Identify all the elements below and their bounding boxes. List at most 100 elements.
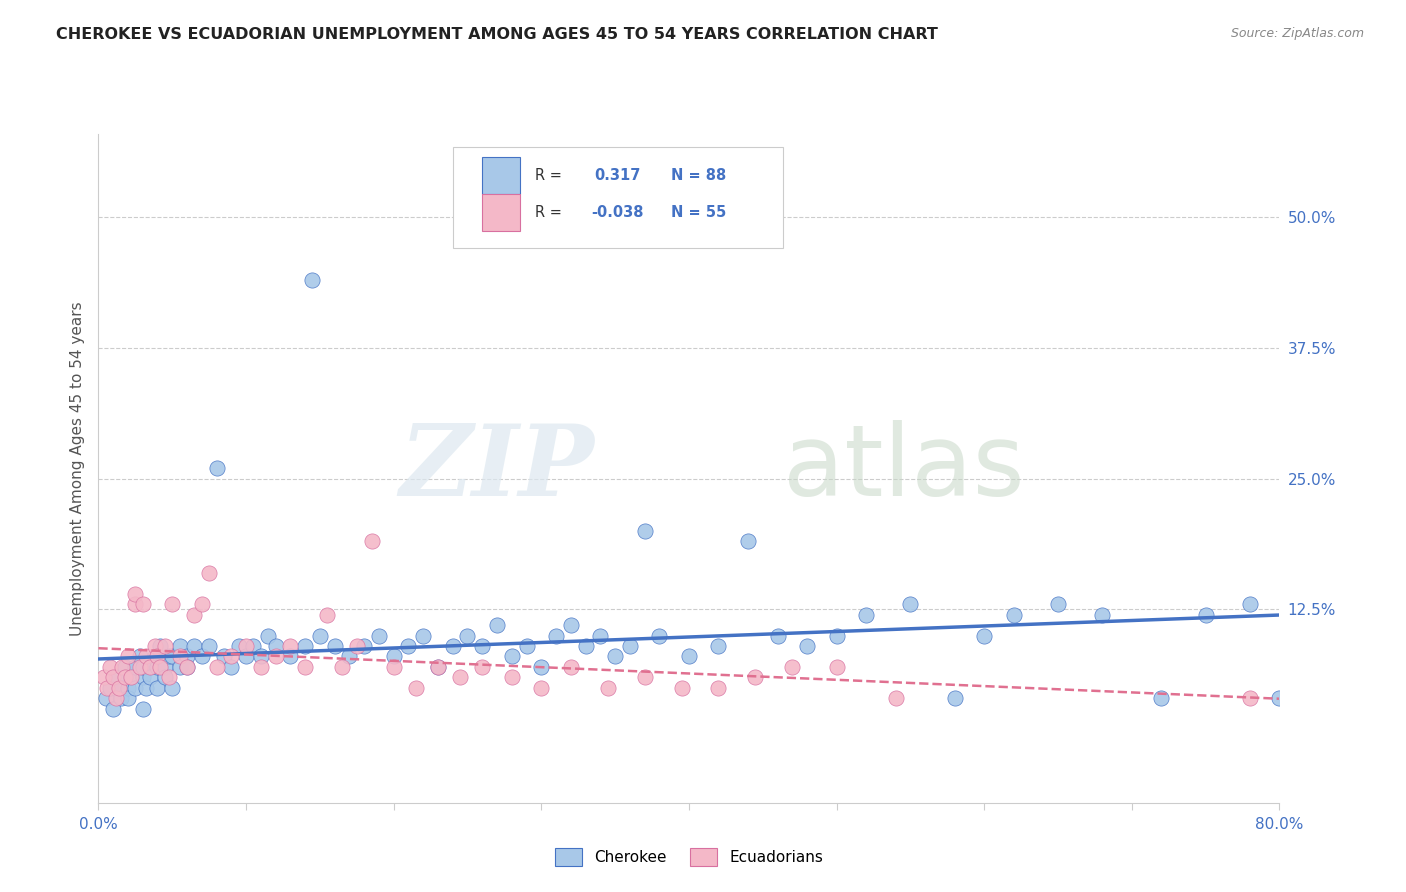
Text: N = 55: N = 55 <box>671 205 727 220</box>
Point <box>501 649 523 664</box>
Point <box>1150 691 1173 706</box>
Point <box>560 618 582 632</box>
Point <box>707 681 730 695</box>
Point <box>530 681 553 695</box>
Point <box>176 649 198 664</box>
Point <box>396 639 419 653</box>
Point <box>191 649 214 664</box>
Point <box>360 534 382 549</box>
Point <box>128 649 150 664</box>
Point <box>250 649 273 664</box>
Point <box>183 607 205 622</box>
Point <box>973 628 995 642</box>
Point <box>98 681 121 695</box>
Point <box>1268 691 1291 706</box>
Point <box>153 660 176 674</box>
Point <box>139 660 162 674</box>
Point <box>114 660 136 674</box>
Point <box>235 639 257 653</box>
Point <box>294 660 316 674</box>
Point <box>339 649 360 664</box>
Point <box>219 660 242 674</box>
Point <box>368 628 391 642</box>
Point <box>117 681 139 695</box>
Point <box>546 628 568 642</box>
Point <box>1046 597 1069 611</box>
Point <box>228 639 250 653</box>
Point <box>900 597 922 611</box>
Point <box>143 649 166 664</box>
Point <box>796 639 818 653</box>
Point <box>1195 607 1218 622</box>
Point <box>105 670 128 684</box>
FancyBboxPatch shape <box>453 147 783 248</box>
Point <box>96 681 118 695</box>
Point <box>114 670 136 684</box>
Point <box>353 639 375 653</box>
Point <box>1002 607 1025 622</box>
Point <box>294 639 316 653</box>
Point <box>278 649 302 664</box>
Point <box>412 628 434 642</box>
Point <box>782 660 804 674</box>
Point <box>382 660 405 674</box>
Point <box>124 660 146 674</box>
Point <box>103 702 125 716</box>
Point <box>486 618 509 632</box>
Point <box>943 691 966 706</box>
Point <box>405 681 427 695</box>
Point <box>346 639 368 653</box>
Point <box>153 670 176 684</box>
Point <box>153 639 176 653</box>
Point <box>301 273 323 287</box>
Point <box>111 660 134 674</box>
Point <box>120 670 142 684</box>
Point <box>183 639 205 653</box>
Point <box>176 660 198 674</box>
Point <box>198 639 221 653</box>
Text: ZIP: ZIP <box>399 420 595 516</box>
Point <box>110 681 132 695</box>
Point <box>205 660 228 674</box>
Point <box>648 628 671 642</box>
Point <box>825 660 848 674</box>
Text: R =: R = <box>536 205 562 220</box>
Point <box>143 639 166 653</box>
Point <box>98 660 121 674</box>
Text: N = 88: N = 88 <box>671 168 727 183</box>
Point <box>124 681 146 695</box>
Point <box>515 639 537 653</box>
Point <box>1239 691 1261 706</box>
Point <box>149 639 172 653</box>
Point <box>162 681 183 695</box>
Point <box>105 691 128 706</box>
Point <box>103 670 125 684</box>
FancyBboxPatch shape <box>482 194 520 231</box>
Point <box>427 660 450 674</box>
Point <box>117 649 139 664</box>
Point <box>124 587 146 601</box>
Point <box>330 660 353 674</box>
Point <box>596 681 619 695</box>
Point <box>149 660 172 674</box>
Point <box>162 649 183 664</box>
Point <box>278 639 302 653</box>
Point <box>139 660 162 674</box>
Point <box>825 628 848 642</box>
Point <box>94 691 117 706</box>
Point <box>132 597 155 611</box>
Point <box>191 597 214 611</box>
Point <box>501 670 523 684</box>
Point <box>323 639 346 653</box>
Text: R =: R = <box>536 168 562 183</box>
Point <box>176 660 198 674</box>
Point <box>744 670 766 684</box>
Point <box>257 628 280 642</box>
Point <box>235 649 257 664</box>
Text: Source: ZipAtlas.com: Source: ZipAtlas.com <box>1230 27 1364 40</box>
Text: atlas: atlas <box>783 420 1025 516</box>
Point <box>678 649 700 664</box>
Point <box>471 660 494 674</box>
Point <box>316 607 339 622</box>
Point <box>135 681 157 695</box>
